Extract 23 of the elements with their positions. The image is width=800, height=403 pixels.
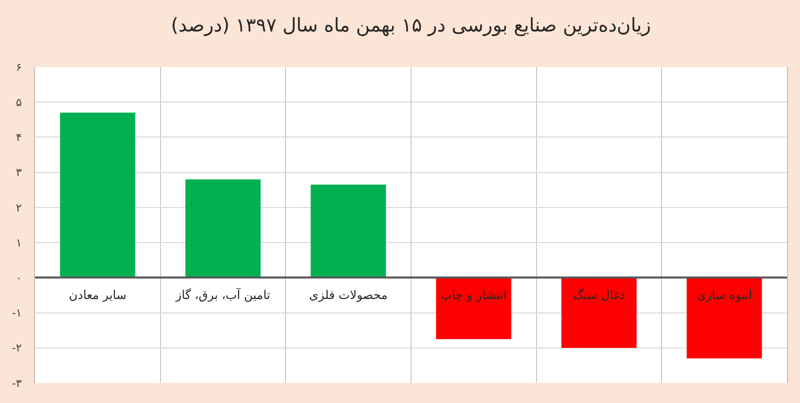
y-tick-label: ۳ — [16, 166, 22, 180]
y-tick-label: ۶ — [16, 60, 22, 74]
y-tick-label: -۲ — [12, 342, 22, 355]
bar — [436, 278, 512, 340]
x-tick-label: ذغال سنگ — [572, 288, 626, 302]
y-tick-label: -۱ — [12, 306, 22, 320]
y-tick-label: ۲ — [16, 201, 22, 214]
x-tick-label: انبوه سازی — [696, 288, 752, 302]
x-tick-label: سایر معادن — [68, 288, 126, 302]
chart-title: زیان‌ده‌ترین صنایع بورسی در ۱۵ بهمن ماه سال ۱۳۹۷ (درصد) — [170, 14, 652, 37]
x-tick-label: محصولات فلزی — [309, 288, 388, 302]
y-tick-label: -۳ — [12, 376, 22, 390]
y-tick-label: ۱ — [16, 236, 22, 250]
y-tick-label: ۴ — [16, 131, 22, 144]
y-tick-label: ۵ — [16, 96, 22, 109]
bar — [310, 184, 386, 278]
x-tick-label: انتشار و چاپ — [440, 288, 507, 302]
bar — [185, 179, 261, 278]
y-tick-label: ۰ — [16, 272, 22, 285]
bar — [561, 278, 637, 348]
bar — [60, 112, 136, 278]
bar — [686, 278, 762, 358]
x-tick-label: تامین آب، برق، گاز — [174, 287, 270, 302]
